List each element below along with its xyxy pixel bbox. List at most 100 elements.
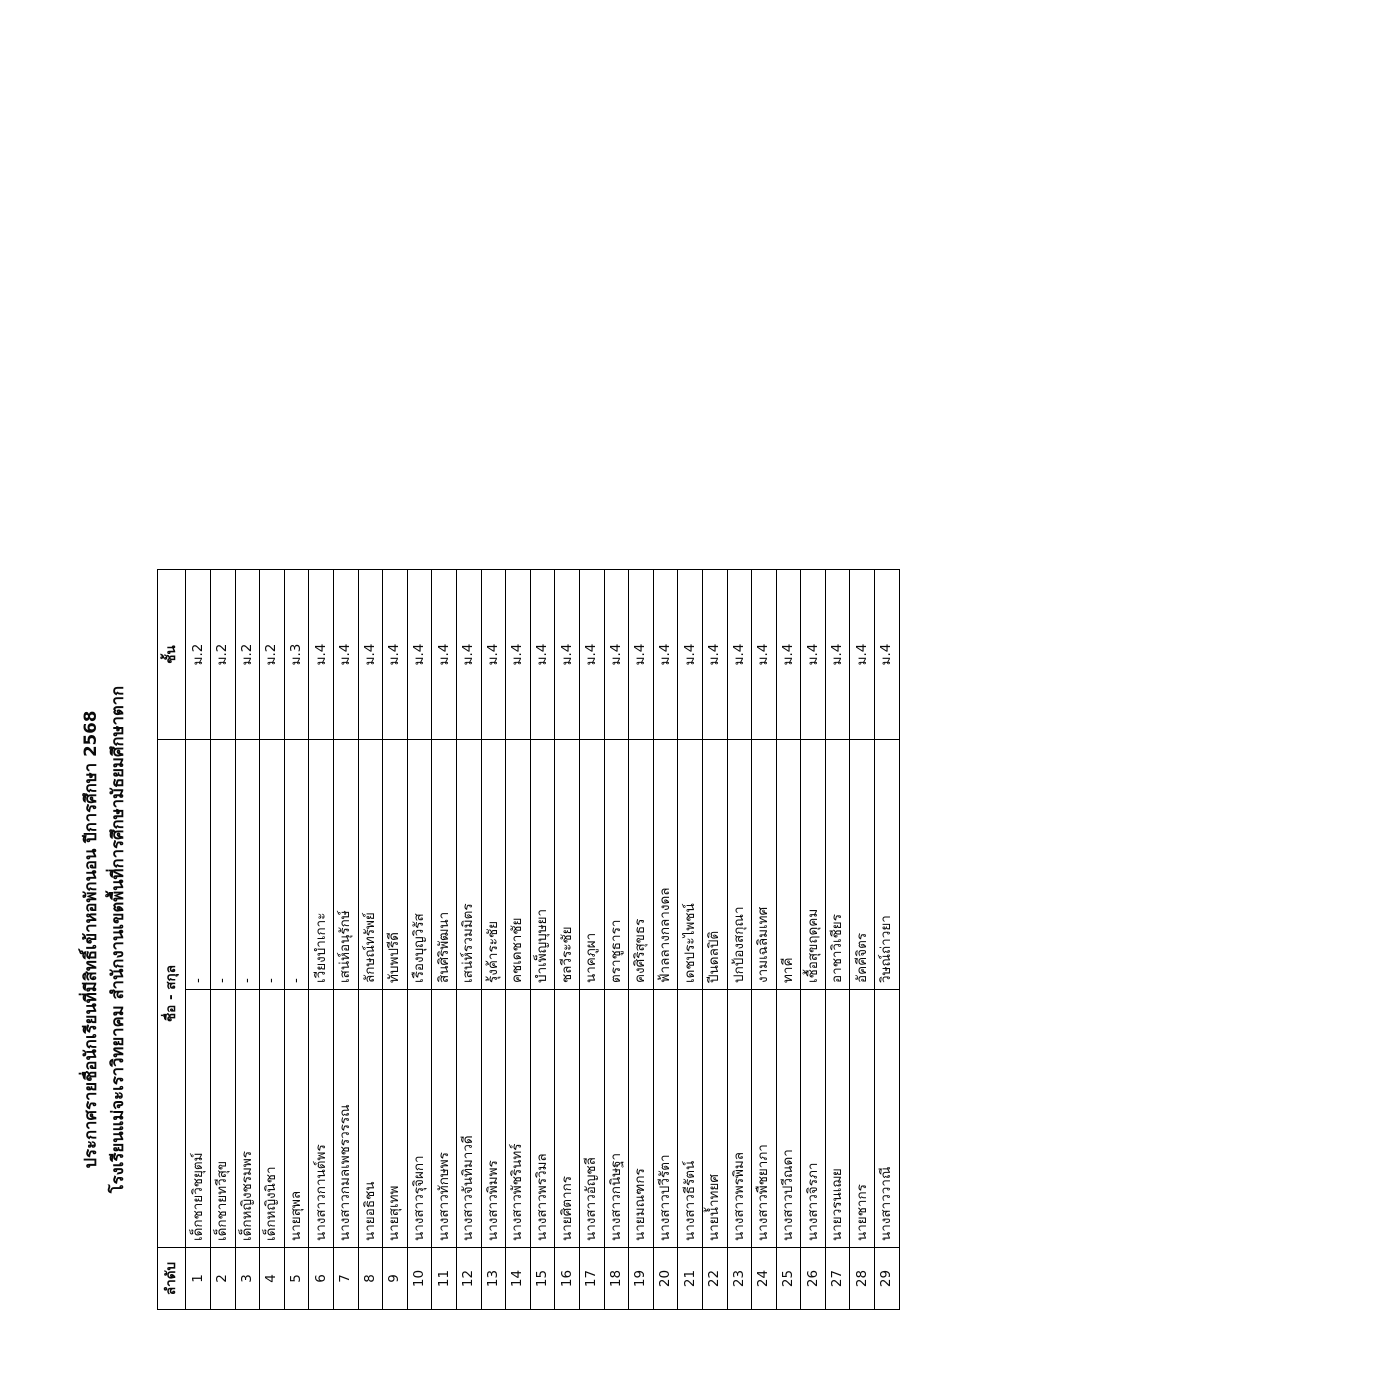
cell-sequence: 9: [382, 1247, 408, 1310]
table-row: 2 เด็กชายทวีสุข - ม.2: [210, 569, 236, 1310]
cell-sequence: 5: [284, 1247, 309, 1310]
cell-class-level: ม.4: [874, 569, 900, 740]
cell-given-name: นางสาวอัญชลี: [579, 989, 605, 1248]
cell-class-level: ม.4: [727, 569, 752, 740]
cell-sequence: 11: [431, 1247, 457, 1310]
cell-given-name: นางสาวพัชรินทร์: [505, 989, 531, 1248]
cell-sequence: 27: [825, 1247, 850, 1310]
cell-class-level: ม.4: [677, 569, 703, 740]
cell-sequence: 18: [604, 1247, 629, 1310]
cell-class-level: ม.4: [604, 569, 629, 740]
document-title-block: ประกาศรายชื่อนักเรียนที่มีสิทธิ์เข้าหอพั…: [78, 569, 131, 1310]
table-row: 9 นายสุเทพ ทับพปรีดี ม.4: [382, 569, 408, 1310]
cell-class-level: ม.4: [308, 569, 334, 740]
column-header-sequence: ลำดับ: [157, 1247, 186, 1310]
cell-given-name: เด็กหญิงชรมพร: [235, 989, 260, 1248]
cell-surname: เวียงบำเกาะ: [308, 739, 334, 990]
table-row: 15 นางสาวพรวิมล บำเพ็ญบุษยา ม.4: [530, 569, 555, 1310]
table-row: 5 นายสุพล - ม.3: [284, 569, 309, 1310]
cell-given-name: นายศิตากร: [554, 989, 580, 1248]
cell-given-name: นางสาวพรพิมล: [727, 989, 752, 1248]
table-row: 4 เด็กหญิงนิชา - ม.2: [259, 569, 285, 1310]
cell-given-name: เด็กชายวิชยุตม์: [185, 989, 211, 1248]
table-row: 25 นางสาวปวีณดา ทาคี ม.4: [776, 569, 801, 1310]
table-header-row: ลำดับ ชื่อ - สกุล ชั้น: [157, 569, 186, 1310]
cell-sequence: 3: [235, 1247, 260, 1310]
table-row: 14 นางสาวพัชรินทร์ คชเดชาชัย ม.4: [505, 569, 531, 1310]
cell-sequence: 29: [874, 1247, 900, 1310]
table-row: 26 นางสาวจิรภา เชื้อสุขฤดุคม ม.4: [800, 569, 826, 1310]
cell-given-name: นางสาวจันทิมาวดี: [456, 989, 482, 1248]
cell-surname: เสน่ห์อนุรักษ์: [333, 739, 359, 990]
table-row: 19 นายมณฑกร คงศิริสุขธร ม.4: [628, 569, 654, 1310]
cell-given-name: นายน้ำทยศ: [702, 989, 727, 1248]
cell-surname: งามเฉลิมเทศ: [751, 739, 777, 990]
cell-class-level: ม.4: [530, 569, 555, 740]
cell-class-level: ม.2: [259, 569, 285, 740]
table-row: 1 เด็กชายวิชยุตม์ - ม.2: [185, 569, 211, 1310]
table-row: 6 นางสาวกานต์พร เวียงบำเกาะ ม.4: [308, 569, 334, 1310]
cell-class-level: ม.2: [185, 569, 211, 740]
cell-class-level: ม.4: [407, 569, 432, 740]
table-row: 28 นายชากร อัคคีจิตร ม.4: [849, 569, 875, 1310]
cell-sequence: 23: [727, 1247, 752, 1310]
cell-class-level: ม.4: [825, 569, 850, 740]
cell-sequence: 2: [210, 1247, 236, 1310]
cell-given-name: นางสาวปวีรัตา: [653, 989, 678, 1248]
cell-given-name: นายวรนเฌย: [825, 989, 850, 1248]
cell-sequence: 6: [308, 1247, 334, 1310]
table-row: 12 นางสาวจันทิมาวดี เสน่ห์รวมมิตร ม.4: [456, 569, 482, 1310]
cell-surname: อัคคีจิตร: [849, 739, 875, 990]
table-row: 11 นางสาวทักษพร สินศิริพัฒนา ม.4: [431, 569, 457, 1310]
table-row: 24 นางสาวพืชยาภา งามเฉลิมเทศ ม.4: [751, 569, 777, 1310]
table-row: 10 นางสาวรุจิผกา เรืองบุญวิรัส ม.4: [407, 569, 432, 1310]
cell-class-level: ม.2: [235, 569, 260, 740]
document-page: ประกาศรายชื่อนักเรียนที่มีสิทธิ์เข้าหอพั…: [0, 483, 1396, 1396]
cell-given-name: นางสาวกมลเพชรวรรณ: [333, 989, 359, 1248]
cell-class-level: ม.4: [333, 569, 359, 740]
cell-sequence: 24: [751, 1247, 777, 1310]
column-header-name: ชื่อ - สกุล: [157, 739, 186, 1248]
column-header-class: ชั้น: [157, 569, 186, 740]
cell-surname: เดชประไพชน์: [677, 739, 703, 990]
cell-surname: ชลวีระชัย: [554, 739, 580, 990]
table-row: 3 เด็กหญิงชรมพร - ม.2: [235, 569, 260, 1310]
table-body: 1 เด็กชายวิชยุตม์ - ม.2 2 เด็กชายทวีสุข - ม.2 3 เ…: [185, 569, 900, 1310]
cell-surname: -: [284, 739, 309, 990]
table-row: 7 นางสาวกมลเพชรวรรณ เสน่ห์อนุรักษ์ ม.4: [333, 569, 359, 1310]
cell-surname: ปกป้องสกุณา: [727, 739, 752, 990]
cell-sequence: 20: [653, 1247, 678, 1310]
table-row: 8 นายอธิชน ลักษณ์ทรัพย์ ม.4: [358, 569, 383, 1310]
cell-surname: เรืองบุญวิรัส: [407, 739, 432, 990]
cell-given-name: นางสาวพิมพร: [481, 989, 506, 1248]
cell-given-name: นางสาวกานต์พร: [308, 989, 334, 1248]
cell-class-level: ม.4: [358, 569, 383, 740]
student-roster-table: ลำดับ ชื่อ - สกุล ชั้น 1 เด็กชายวิชยุตม์ -…: [157, 569, 900, 1310]
cell-sequence: 16: [554, 1247, 580, 1310]
cell-class-level: ม.4: [481, 569, 506, 740]
cell-surname: -: [210, 739, 236, 990]
document-title-line-2: โรงเรียนแม่จะเราวิทยาคม สำนักงานเขตพื้นท…: [107, 685, 127, 1194]
cell-given-name: นางสาวทักษพร: [431, 989, 457, 1248]
cell-surname: อาชาวิเชียร: [825, 739, 850, 990]
cell-sequence: 13: [481, 1247, 506, 1310]
cell-class-level: ม.4: [579, 569, 605, 740]
cell-given-name: นายอธิชน: [358, 989, 383, 1248]
cell-sequence: 1: [185, 1247, 211, 1310]
cell-sequence: 7: [333, 1247, 359, 1310]
cell-given-name: นางสาวพรวิมล: [530, 989, 555, 1248]
cell-given-name: นางสาวธีรัตน์: [677, 989, 703, 1248]
cell-surname: ปีนดลปิติ: [702, 739, 727, 990]
cell-surname: วิษณ์ถ่าวยา: [874, 739, 900, 990]
cell-class-level: ม.4: [628, 569, 654, 740]
cell-surname: -: [235, 739, 260, 990]
cell-class-level: ม.4: [800, 569, 826, 740]
cell-surname: เชื้อสุขฤดุคม: [800, 739, 826, 990]
cell-surname: เสน่ห์รวมมิตร: [456, 739, 482, 990]
table-row: 23 นางสาวพรพิมล ปกป้องสกุณา ม.4: [727, 569, 752, 1310]
cell-surname: รุ้งค้าระชัย: [481, 739, 506, 990]
cell-sequence: 17: [579, 1247, 605, 1310]
cell-surname: ฟ้าลลางกลางดล: [653, 739, 678, 990]
cell-class-level: ม.4: [776, 569, 801, 740]
cell-class-level: ม.4: [554, 569, 580, 740]
